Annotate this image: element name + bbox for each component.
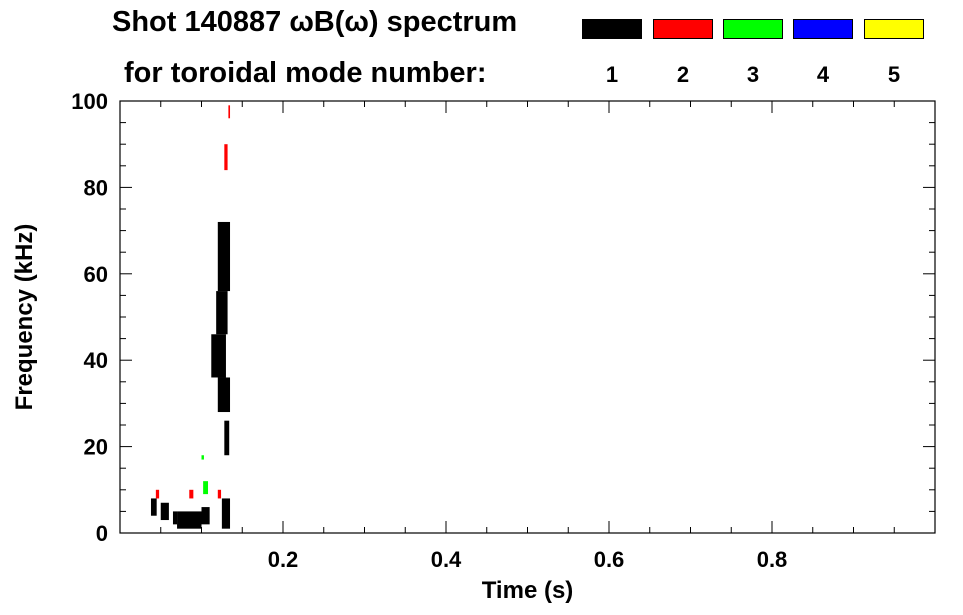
- legend-label-mode-4: 4: [816, 62, 830, 87]
- legend-label-mode-2: 2: [676, 62, 690, 87]
- legend-label-mode-5: 5: [887, 62, 901, 87]
- spectrum-feature-mode-1: [221, 498, 231, 529]
- x-tick-label: 0.2: [268, 547, 299, 572]
- spectrum-feature-mode-1: [224, 420, 230, 456]
- spectrum-feature-mode-3: [203, 481, 209, 495]
- spectrum-features: [150, 105, 231, 529]
- y-tick-label: 80: [84, 175, 108, 200]
- spectrum-feature-mode-3: [201, 455, 204, 460]
- legend-label-mode-1: 1: [605, 62, 619, 87]
- y-axis-label: Frequency (kHz): [11, 224, 38, 411]
- axis-ticks: [120, 101, 935, 533]
- y-tick-label: 100: [71, 89, 108, 114]
- legend-label-mode-3: 3: [746, 62, 760, 87]
- spectrum-feature-mode-2: [189, 489, 194, 499]
- spectrum-feature-mode-1: [216, 291, 228, 335]
- x-axis-label: Time (s): [482, 577, 574, 604]
- plot-frame: [119, 100, 936, 534]
- spectrum-feature-mode-2: [217, 489, 222, 499]
- legend-swatch-mode-1: [582, 19, 642, 39]
- x-tick-label: 0.4: [431, 547, 462, 572]
- spectrum-feature-mode-1: [150, 498, 157, 516]
- legend-swatch-mode-3: [723, 19, 783, 39]
- legend-swatch-mode-2: [653, 19, 713, 39]
- chart-title-line2: for toroidal mode number:: [124, 57, 487, 89]
- spectrum-feature-mode-1: [172, 511, 178, 525]
- spectrum-feature-mode-1: [217, 377, 231, 413]
- spectrum-feature-mode-1: [201, 507, 210, 525]
- y-tick-label: 20: [84, 435, 108, 460]
- spectrum-feature-mode-2: [224, 144, 228, 171]
- legend-swatch-mode-4: [793, 19, 853, 39]
- spectrum-feature-mode-2: [155, 489, 160, 499]
- x-tick-label: 0.8: [757, 547, 788, 572]
- spectrum-feature-mode-2: [228, 105, 231, 119]
- y-tick-label: 0: [96, 521, 108, 546]
- chart-title-line1: Shot 140887 ωB(ω) spectrum: [112, 6, 518, 38]
- spectrum-feature-mode-1: [160, 502, 169, 521]
- spectrum-feature-mode-1: [217, 221, 231, 292]
- x-tick-label: 0.6: [594, 547, 625, 572]
- y-tick-label: 40: [84, 348, 108, 373]
- spectrum-feature-mode-1: [211, 334, 226, 378]
- legend-swatch-mode-5: [864, 19, 924, 39]
- y-tick-label: 60: [84, 262, 108, 287]
- spectrum-feature-mode-1: [177, 511, 202, 529]
